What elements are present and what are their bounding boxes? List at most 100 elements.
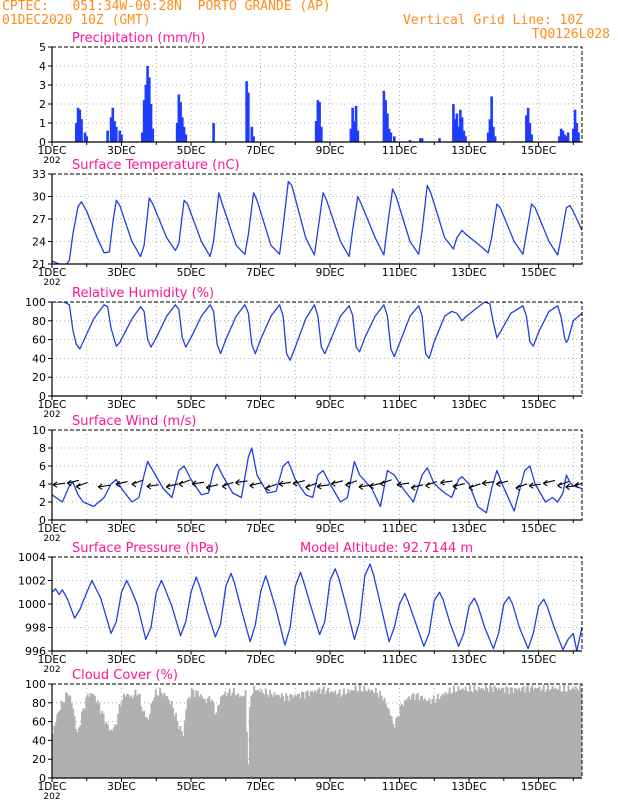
precip-bar xyxy=(493,136,497,142)
cloud-bar xyxy=(227,692,230,778)
cloud-bar xyxy=(299,697,302,778)
cloud-bar xyxy=(563,684,566,778)
cloud-bar xyxy=(283,700,286,778)
press-xtick-label: 13DEC xyxy=(451,654,486,666)
cloud-bar xyxy=(344,694,347,778)
cloud-bar xyxy=(500,687,503,778)
cloud-bar xyxy=(373,693,376,778)
cloud-bar xyxy=(377,697,380,778)
cloud-bar xyxy=(290,695,293,778)
cloud-bar xyxy=(480,688,483,778)
cloud-bar xyxy=(88,697,91,778)
wind-xtick-label: 5DEC xyxy=(177,523,206,535)
precip-ytick-label: 3 xyxy=(39,79,46,92)
cloud-bar xyxy=(59,710,62,778)
press-ytick-label: 1002 xyxy=(18,575,46,588)
cloud-bar xyxy=(240,695,243,778)
temp-ytick-label: 27 xyxy=(32,213,46,226)
press-ytick-label: 1004 xyxy=(18,551,46,564)
rh-xtick-label: 1DEC xyxy=(38,399,67,411)
cloud-bar xyxy=(150,703,153,778)
cloud-bar xyxy=(474,689,477,778)
wind-xtick-label: 7DEC xyxy=(246,523,275,535)
precip-bar xyxy=(420,138,424,142)
cloud-bar xyxy=(568,689,571,778)
cloud-bar xyxy=(121,699,124,778)
cloud-bar xyxy=(179,726,182,778)
cloud-bar xyxy=(99,713,102,778)
cloud-bar xyxy=(250,695,253,778)
cloud-bar xyxy=(406,697,409,778)
cloud-bar xyxy=(208,695,211,778)
cloud-bar xyxy=(498,687,500,778)
temp-year-label: 202 xyxy=(43,278,60,288)
cloud-bar xyxy=(409,699,412,778)
cloud-bar xyxy=(222,694,225,778)
cloud-bar xyxy=(76,732,79,778)
cloud-bar xyxy=(211,699,214,778)
cloud-bar xyxy=(231,692,234,778)
cloud-bar xyxy=(476,691,479,778)
grid-line-note: Vertical Grid Line: 10Z xyxy=(402,13,583,28)
cloud-bar xyxy=(311,690,314,778)
cloud-bar xyxy=(86,693,89,778)
cloud-xtick-label: 11DEC xyxy=(382,781,417,793)
cloud-bar xyxy=(164,696,167,778)
cloud-bar xyxy=(144,716,147,778)
cloud-bar xyxy=(253,685,256,778)
precip-xtick-label: 3DEC xyxy=(107,145,136,157)
precip-bar xyxy=(419,138,422,142)
model-code: TQ0126L028 xyxy=(531,27,610,42)
cloud-xtick-label: 9DEC xyxy=(316,781,345,793)
cloud-bar xyxy=(66,693,69,778)
temp-ytick-label: 24 xyxy=(32,236,46,249)
wind-arrow-icon xyxy=(265,483,278,492)
cloud-bar xyxy=(169,704,172,778)
cloud-bar xyxy=(379,690,382,778)
cloud-bar xyxy=(456,691,458,778)
precip-bar xyxy=(151,128,155,142)
cloud-bar xyxy=(553,688,555,778)
cloud-bar xyxy=(392,723,395,778)
cloud-bar xyxy=(198,696,201,778)
precip-panel: 0 1 2 3 4 5 1DEC 3DEC 5DEC 7DEC 9DEC 11DEC 13DEC 15DE… xyxy=(38,31,583,166)
cloud-bar xyxy=(357,691,360,778)
rh-xtick-label: 3DEC xyxy=(107,399,136,411)
cloud-bar xyxy=(471,692,474,778)
cloud-bar xyxy=(269,689,272,778)
cloud-bar xyxy=(454,692,457,778)
cloud-bar xyxy=(248,706,251,778)
cloud-bar xyxy=(408,696,411,778)
cloud-bar xyxy=(542,684,545,778)
cloud-bar xyxy=(444,692,447,778)
cloud-ytick-label: 40 xyxy=(32,734,46,747)
temp-title: Surface Temperature (nC) xyxy=(72,158,240,173)
cloud-bar xyxy=(78,727,80,778)
cloud-bar xyxy=(429,703,432,778)
cloud-bar xyxy=(345,693,348,778)
temp-panel: 21 24 27 30 33 1DEC 3DEC 5DEC 7DEC 9DEC 11DEC 13DEC… xyxy=(32,158,583,288)
cloud-bar xyxy=(102,713,105,778)
cloud-bar xyxy=(251,693,254,778)
precip-bar xyxy=(109,117,113,142)
cloud-bar xyxy=(147,719,150,778)
rh-year-label: 202 xyxy=(43,410,60,420)
rh-xtick-label: 13DEC xyxy=(451,399,486,411)
cloud-xtick-label: 1DEC xyxy=(38,781,67,793)
cloud-bar xyxy=(576,688,579,778)
wind-arrow-icon xyxy=(146,482,159,490)
cloud-bar xyxy=(322,686,325,778)
cloud-bar xyxy=(292,697,295,778)
cloud-bar xyxy=(80,711,83,778)
precip-bar xyxy=(453,119,457,142)
cloud-bar xyxy=(574,686,577,778)
precip-bar xyxy=(146,66,149,142)
press-year-label: 202 xyxy=(43,665,60,675)
precip-xtick-label: 7DEC xyxy=(246,145,275,157)
temp-xtick-label: 1DEC xyxy=(38,267,67,279)
cloud-bar xyxy=(526,684,529,778)
precip-ytick-label: 4 xyxy=(39,60,46,73)
wind-arrow-icon xyxy=(97,483,111,490)
cloud-bar xyxy=(464,686,467,778)
cloud-bar xyxy=(224,691,227,778)
